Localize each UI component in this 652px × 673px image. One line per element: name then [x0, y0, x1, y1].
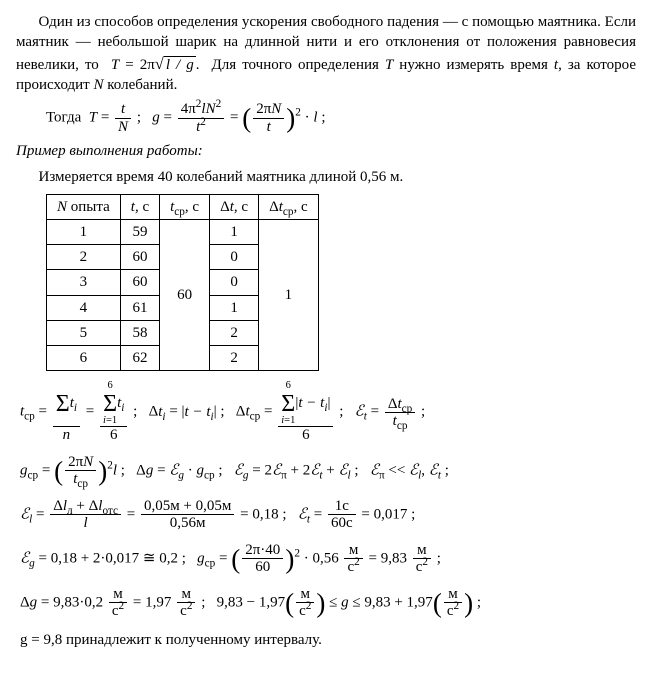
- cell: 1: [210, 295, 259, 320]
- formula-final: g = 9,8 принадлежит к полученному интерв…: [20, 630, 636, 650]
- col-dtcp: Δtср, с: [259, 194, 319, 219]
- cell: 3: [47, 270, 121, 295]
- cell: 60: [120, 245, 159, 270]
- cell: 2: [210, 320, 259, 345]
- val: 9,83 + 1,97: [364, 594, 432, 610]
- val: 60с: [328, 515, 356, 532]
- val: 0,18 + 2·0,017 ≅ 0,2: [51, 550, 178, 566]
- formula-dg: Δg = 9,83·0,2 мс2 = 1,97 мс2 ; 9,83 − 1,…: [20, 586, 636, 620]
- cell: 1: [47, 219, 121, 244]
- cell-dtcp: 1: [259, 219, 319, 371]
- data-table: N опыта t, с tср, с Δt, с Δtср, с 159601…: [46, 194, 319, 372]
- val: 9,83: [381, 550, 407, 566]
- measure-text: Измеряется время 40 колебаний маятника д…: [16, 167, 636, 187]
- example-title: Пример выполнения работы:: [16, 141, 636, 161]
- col-n: N опыта: [47, 194, 121, 219]
- cell: 2: [210, 346, 259, 371]
- val: 0,56м: [141, 515, 234, 532]
- val: 0,56: [312, 550, 338, 566]
- cell: 2: [47, 245, 121, 270]
- cell: 5: [47, 320, 121, 345]
- formula-tcp: tср = Σ tin = 6Σi=1ti6 ; Δti = |t − ti| …: [20, 381, 636, 444]
- cell: 61: [120, 295, 159, 320]
- cell: 4: [47, 295, 121, 320]
- cell: 58: [120, 320, 159, 345]
- val: 0,18: [252, 506, 278, 522]
- col-dt: Δt, с: [210, 194, 259, 219]
- formula-eg: ℰg = 0,18 + 2·0,017 ≅ 0,2 ; gср = (2π·40…: [20, 542, 636, 576]
- col-t: t, с: [120, 194, 159, 219]
- paragraph-intro: Один из способов определения ускорения с…: [16, 12, 636, 95]
- cell-tcp: 60: [160, 219, 210, 371]
- cell: 60: [120, 270, 159, 295]
- cell: 62: [120, 346, 159, 371]
- val: 1,97: [145, 594, 171, 610]
- formula-t-g: Тогда T = tN ; g = 4π2lN2t2 = (2πNt)2 · …: [46, 101, 636, 135]
- val: 1с: [328, 498, 356, 516]
- val: 2π·40: [242, 542, 283, 560]
- val: 9,83 − 1,97: [217, 594, 285, 610]
- val: 0,05м + 0,05м: [141, 498, 234, 516]
- cell: 0: [210, 245, 259, 270]
- cell: 1: [210, 219, 259, 244]
- cell: 6: [47, 346, 121, 371]
- togda-label: Тогда: [46, 109, 81, 125]
- col-tcp: tср, с: [160, 194, 210, 219]
- table-row: 1596011: [47, 219, 319, 244]
- cell: 59: [120, 219, 159, 244]
- final-text: g = 9,8 принадлежит к полученному интерв…: [20, 632, 322, 648]
- formula-el: ℰl = Δlл + Δlотсl = 0,05м + 0,05м0,56м =…: [20, 498, 636, 532]
- formula-gcp: gср = (2πNtср)2l ; Δg = ℰg · gср ; ℰg = …: [20, 454, 636, 488]
- cell: 0: [210, 270, 259, 295]
- val: 0,017: [374, 506, 408, 522]
- val: 9,83·0,2: [53, 594, 103, 610]
- val: 60: [242, 559, 283, 576]
